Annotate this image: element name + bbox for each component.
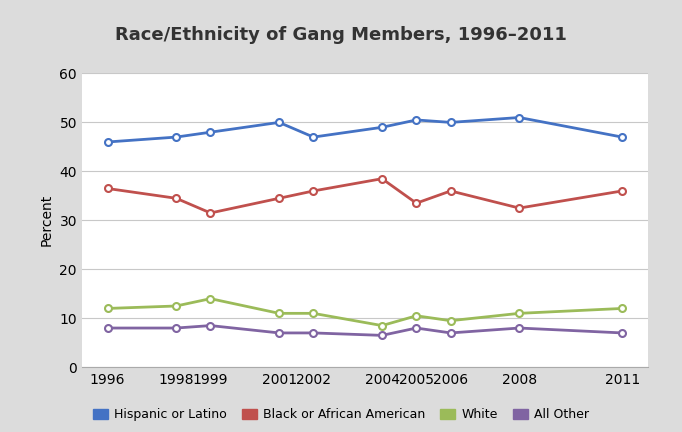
- Legend: Hispanic or Latino, Black or African American, White, All Other: Hispanic or Latino, Black or African Ame…: [93, 408, 589, 422]
- Text: Race/Ethnicity of Gang Members, 1996–2011: Race/Ethnicity of Gang Members, 1996–201…: [115, 25, 567, 44]
- Y-axis label: Percent: Percent: [40, 194, 54, 246]
